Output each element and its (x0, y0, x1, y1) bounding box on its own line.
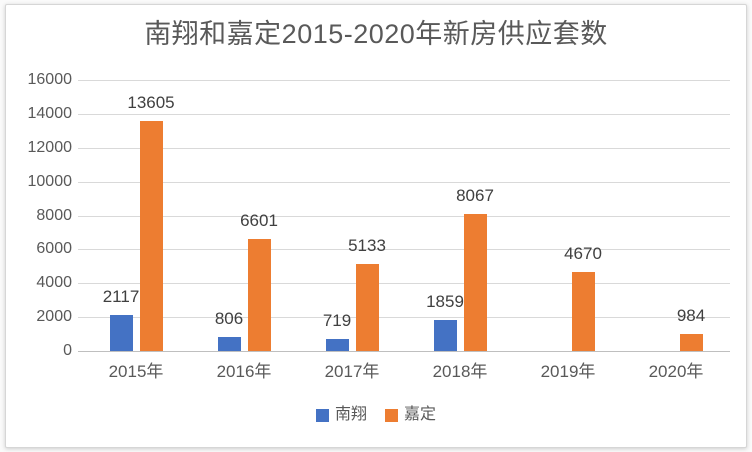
legend: 南翔 嘉定 (0, 406, 752, 424)
y-gridline (78, 283, 730, 285)
x-axis-label: 2020年 (648, 362, 704, 381)
y-gridline (78, 249, 730, 251)
y-gridline (78, 113, 730, 115)
legend-label-nanxiang: 南翔 (334, 406, 367, 423)
data-label-jiading: 984 (676, 306, 706, 326)
bar-jiading (571, 271, 595, 351)
y-axis-tick-label: 12000 (27, 138, 73, 156)
bar-nanxiang (325, 338, 349, 351)
data-label-jiading: 8067 (456, 186, 494, 206)
x-axis-label: 2018年 (432, 362, 488, 381)
data-label-jiading: 13605 (127, 92, 175, 112)
bar-jiading (247, 239, 271, 351)
legend-label-jiading: 嘉定 (404, 406, 437, 423)
bar-jiading (679, 334, 703, 351)
y-axis-tick-label: 16000 (27, 71, 73, 88)
y-axis-tick-label: 4000 (36, 274, 72, 292)
legend-item-jiading: 嘉定 (385, 406, 436, 424)
x-axis-label: 2017年 (324, 362, 380, 381)
y-gridline (78, 147, 730, 149)
data-label-jiading: 4670 (564, 243, 602, 263)
x-axis-label: 2015年 (108, 362, 164, 381)
bar-jiading (139, 120, 163, 351)
data-label-nanxiang: 1859 (426, 291, 464, 311)
data-label-jiading: 5133 (348, 236, 386, 256)
x-axis-line (78, 351, 730, 352)
y-axis-tick-label: 0 (63, 342, 72, 359)
y-axis-tick-label: 6000 (36, 240, 72, 258)
data-label-nanxiang: 2117 (102, 287, 140, 307)
y-axis-tick-label: 14000 (27, 104, 73, 122)
y-gridline (78, 181, 730, 183)
y-gridline (78, 317, 730, 319)
bar-nanxiang (217, 337, 241, 351)
chart-title: 南翔和嘉定2015-2020年新房供应套数 (144, 19, 608, 49)
y-gridline (78, 80, 730, 81)
x-axis-label: 2019年 (540, 362, 596, 381)
chart-card (5, 4, 747, 448)
legend-item-nanxiang: 南翔 (315, 406, 367, 424)
bar-nanxiang (433, 319, 457, 351)
legend-swatch-nanxiang (315, 408, 329, 422)
data-label-nanxiang: 719 (322, 310, 352, 330)
y-gridline (78, 215, 730, 217)
x-axis-label: 2016年 (216, 362, 272, 381)
y-axis-tick-label: 8000 (36, 206, 72, 224)
y-axis-tick-label: 10000 (27, 172, 73, 190)
data-label-jiading: 6601 (240, 211, 278, 231)
bar-nanxiang (109, 315, 133, 351)
legend-swatch-jiading (385, 408, 398, 422)
bar-jiading (355, 264, 379, 351)
bar-jiading (463, 214, 487, 351)
data-label-nanxiang: 806 (214, 309, 244, 329)
y-axis-tick-label: 2000 (36, 308, 72, 326)
